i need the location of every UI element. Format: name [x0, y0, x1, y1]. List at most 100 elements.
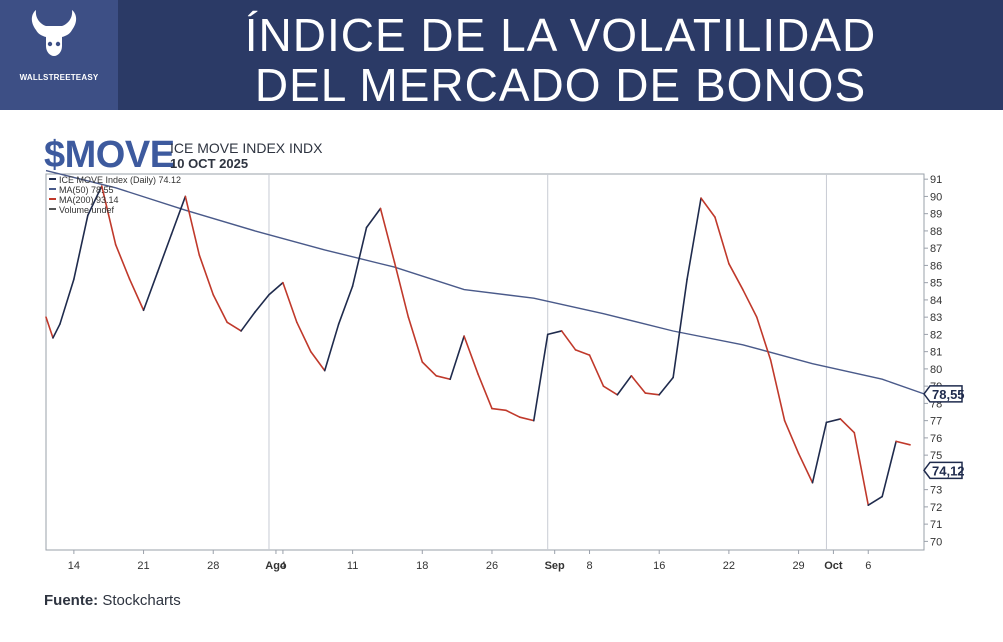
y-tick-label: 88: [930, 226, 942, 238]
series-index-segment: [128, 278, 145, 312]
x-tick-label: Oct: [824, 560, 843, 572]
series-index-segment: [700, 197, 716, 218]
series-index-segment: [672, 278, 688, 379]
x-tick-label: 28: [207, 560, 219, 572]
series-index-segment: [449, 335, 465, 381]
series-index-segment: [351, 226, 368, 287]
y-tick-label: 71: [930, 519, 942, 531]
series-index-segment: [742, 288, 758, 318]
series-index-segment: [755, 316, 772, 362]
series-index-segment: [268, 281, 284, 296]
series-index-segment: [393, 261, 410, 318]
series-index-segment: [52, 323, 61, 339]
series-index-segment: [783, 419, 800, 455]
x-tick-label: 22: [723, 560, 735, 572]
series-index-segment: [156, 233, 173, 274]
legend-entry: MA(200) 93.14: [59, 195, 119, 205]
series-index-segment: [491, 407, 507, 412]
ticker-symbol: $MOVE: [44, 134, 175, 176]
series-layer: [45, 169, 925, 506]
y-tick-label: 84: [930, 295, 942, 307]
series-index-segment: [728, 262, 744, 291]
series-index-segment: [588, 354, 605, 387]
x-tick-label: 29: [792, 560, 804, 572]
page-title-line2: DEL MERCADO DE BONOS: [254, 59, 867, 111]
legend-swatch: [49, 208, 56, 210]
y-tick-label: 76: [930, 433, 942, 445]
series-index-segment: [839, 418, 856, 434]
brand-logo: WALLSTREETEASY: [0, 0, 118, 110]
series-index-segment: [379, 207, 396, 263]
y-tick-label: 82: [930, 329, 942, 341]
series-index-segment: [407, 316, 424, 363]
series-index-segment: [198, 254, 215, 296]
value-tags: 78,55 74,12: [923, 385, 965, 480]
series-index-segment: [282, 281, 298, 324]
header-banner: WALLSTREETEASY ÍNDICE DE LA VOLATILIDAD …: [0, 0, 1003, 110]
x-tick-label: Ago: [265, 560, 287, 572]
legend-swatch: [49, 178, 56, 180]
legend-entry: ICE MOVE Index (Daily) 74.12: [59, 175, 181, 185]
series-index-segment: [714, 216, 730, 265]
y-tick-label: 72: [930, 502, 942, 514]
index-name: ICE MOVE INDEX INDX: [170, 140, 323, 156]
series-index-segment: [142, 271, 159, 312]
y-tick-label: 81: [930, 347, 942, 359]
brand-name: WALLSTREETEASY: [19, 73, 99, 82]
series-index-segment: [45, 316, 54, 339]
series-index-segment: [435, 374, 451, 381]
series-index-segment: [825, 418, 842, 424]
series-index-segment: [797, 452, 814, 484]
series-index-segment: [616, 374, 633, 396]
series-index-segment: [87, 185, 103, 217]
series-index-segment: [184, 195, 201, 256]
series-index-segment: [881, 440, 897, 498]
x-tick-label: 18: [416, 560, 428, 572]
y-tick-label: 86: [930, 260, 942, 272]
x-tick-label: 8: [586, 560, 592, 572]
series-index-segment: [630, 374, 647, 394]
series-index-segment: [212, 293, 228, 324]
legend-swatch: [49, 198, 56, 200]
y-tick-label: 89: [930, 209, 942, 221]
legend-swatch: [49, 188, 56, 190]
series-index-segment: [505, 409, 521, 418]
x-tick-label: 21: [137, 560, 149, 572]
series-index-segment: [686, 197, 702, 281]
series-index-segment: [867, 495, 883, 506]
y-axis: 7071727374757677787980818283848586878889…: [924, 174, 942, 548]
series-index-segment: [309, 350, 326, 372]
source-value: Stockcharts: [102, 592, 181, 609]
last-value-label: 78,55: [932, 387, 965, 402]
series-index-segment: [546, 330, 563, 336]
plot-frame: [45, 173, 925, 551]
y-tick-label: 90: [930, 191, 942, 203]
series-index-segment: [254, 293, 270, 313]
series-index-segment: [602, 385, 619, 396]
series-index-segment: [560, 330, 577, 351]
x-tick-label: 16: [653, 560, 665, 572]
series-index-segment: [337, 285, 354, 325]
series-index-segment: [519, 416, 535, 422]
series-index-segment: [463, 335, 479, 375]
legend-entry: Volume undef: [59, 205, 115, 215]
y-tick-label: 85: [930, 278, 942, 290]
bull-icon: [31, 10, 77, 56]
series-index-segment: [296, 321, 312, 353]
series-index-segment: [769, 359, 786, 422]
series-index-segment: [323, 323, 340, 372]
series-index-segment: [895, 440, 911, 446]
last-value-tag: [923, 385, 963, 403]
chart-date: 10 OCT 2025: [170, 156, 249, 171]
series-index-segment: [100, 185, 117, 246]
x-tick-label: 4: [280, 560, 286, 572]
series-ma50-line: [45, 169, 925, 395]
legend-entry: MA(50) 78.55: [59, 185, 114, 195]
y-tick-label: 77: [930, 416, 942, 428]
y-tick-label: 73: [930, 485, 942, 497]
series-index-segment: [240, 311, 256, 332]
y-tick-label: 83: [930, 312, 942, 324]
series-index-segment: [365, 207, 382, 229]
